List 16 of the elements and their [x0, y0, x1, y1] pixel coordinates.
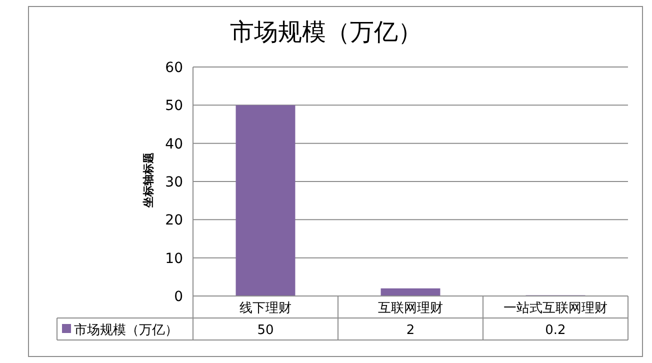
- x-tick-label: 线下理财: [240, 301, 292, 316]
- legend-label: 市场规模（万亿）: [74, 323, 178, 338]
- data-label: 2: [406, 323, 415, 338]
- x-tick-label: 互联网理财: [378, 301, 443, 316]
- chart-title: 市场规模（万亿）: [230, 18, 422, 46]
- data-label: 50: [257, 323, 274, 338]
- x-tick-label: 一站式互联网理财: [504, 301, 608, 316]
- y-tick-label: 50: [165, 98, 183, 114]
- y-tick-label: 0: [174, 289, 183, 305]
- y-axis-title: 坐标轴标题: [142, 152, 155, 208]
- y-tick-label: 10: [165, 250, 183, 267]
- data-label: 0.2: [545, 323, 566, 338]
- y-tick-label: 40: [165, 136, 183, 152]
- y-tick-label: 60: [165, 60, 183, 76]
- y-tick-label: 30: [165, 174, 183, 190]
- y-tick-label: 20: [165, 212, 183, 229]
